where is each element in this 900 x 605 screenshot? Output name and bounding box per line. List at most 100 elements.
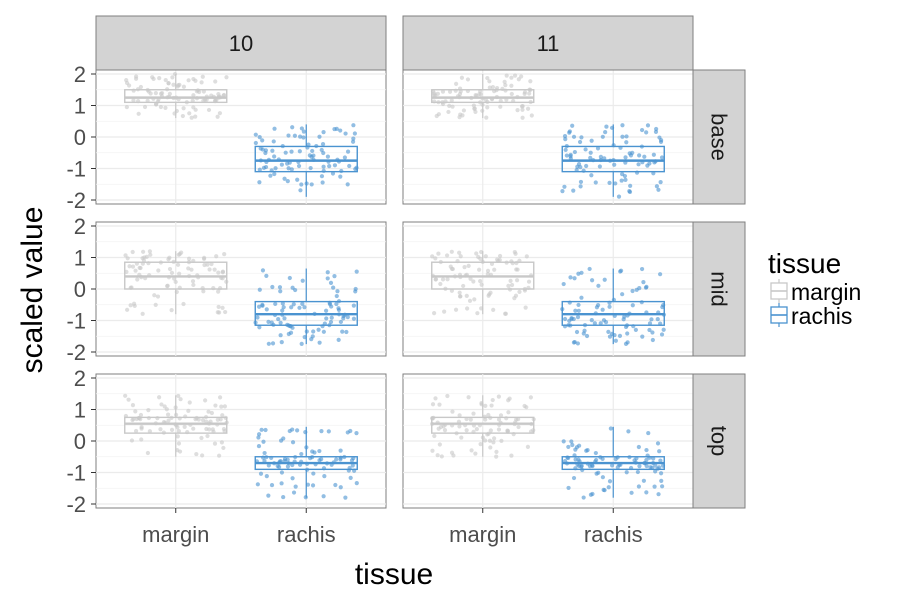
data-point-rachis <box>633 327 638 332</box>
data-point-rachis <box>641 280 646 285</box>
data-point-rachis <box>603 319 609 325</box>
data-point-rachis <box>348 475 353 480</box>
data-point-margin <box>449 249 454 254</box>
data-point-rachis <box>619 178 624 183</box>
data-point-margin <box>217 310 222 315</box>
data-point-rachis <box>561 439 566 444</box>
data-point-rachis <box>659 478 664 483</box>
data-point-margin <box>440 89 446 94</box>
data-point-margin <box>222 404 228 409</box>
data-point-margin <box>522 90 528 95</box>
data-point-margin <box>465 306 470 311</box>
data-point-rachis <box>310 483 316 488</box>
data-point-rachis <box>571 475 577 481</box>
data-point-margin <box>512 73 518 78</box>
data-point-rachis <box>295 428 300 433</box>
facet-label-row-top: top <box>707 426 732 457</box>
data-point-margin <box>220 305 225 310</box>
data-point-rachis <box>326 429 331 434</box>
data-point-rachis <box>576 271 581 276</box>
data-point-rachis <box>618 269 623 274</box>
data-point-margin <box>216 289 221 294</box>
data-point-margin <box>430 254 435 259</box>
data-point-margin <box>445 393 450 399</box>
facet-strip-row-base <box>692 69 746 205</box>
data-point-rachis <box>581 331 586 336</box>
data-point-margin <box>219 404 224 409</box>
data-point-margin <box>488 428 493 433</box>
data-point-margin <box>199 80 204 85</box>
data-point-margin <box>165 284 170 289</box>
data-point-rachis <box>650 337 655 343</box>
data-point-rachis <box>334 293 339 299</box>
panel-10-mid <box>95 221 387 357</box>
data-point-rachis <box>279 481 284 486</box>
data-point-margin <box>462 265 467 270</box>
data-point-margin <box>199 435 204 441</box>
data-point-margin <box>459 75 465 80</box>
data-point-rachis <box>260 147 265 152</box>
data-point-rachis <box>650 330 655 335</box>
data-point-margin <box>473 109 478 115</box>
data-point-rachis <box>338 128 343 133</box>
data-point-rachis <box>564 153 569 158</box>
data-point-rachis <box>256 432 262 437</box>
data-point-margin <box>437 402 442 407</box>
data-point-margin <box>515 267 520 272</box>
data-point-margin <box>435 91 440 96</box>
data-point-rachis <box>571 316 576 322</box>
data-point-margin <box>201 89 206 94</box>
legend-label-rachis: rachis <box>791 303 852 329</box>
data-point-rachis <box>659 138 664 143</box>
data-point-rachis <box>293 484 298 489</box>
data-point-margin <box>142 104 148 110</box>
data-point-margin <box>222 252 227 257</box>
data-point-rachis <box>257 325 262 330</box>
data-point-margin <box>186 266 191 271</box>
data-point-rachis <box>308 165 313 171</box>
data-point-margin <box>167 266 173 272</box>
data-point-rachis <box>584 448 589 453</box>
data-point-rachis <box>290 440 296 445</box>
data-point-margin <box>162 404 167 409</box>
data-point-rachis <box>627 188 632 194</box>
data-point-rachis <box>347 163 352 169</box>
data-point-rachis <box>652 484 657 489</box>
data-point-rachis <box>291 490 297 495</box>
data-point-rachis <box>323 308 329 313</box>
y-tick-label: 2 <box>74 62 86 87</box>
data-point-rachis <box>354 165 359 170</box>
data-point-rachis <box>331 285 336 290</box>
data-point-rachis <box>256 304 262 309</box>
data-point-rachis <box>281 436 286 441</box>
data-point-margin <box>485 268 491 273</box>
data-point-rachis <box>578 179 584 185</box>
data-point-rachis <box>568 152 573 157</box>
data-point-rachis <box>349 458 355 463</box>
data-point-margin <box>191 426 196 431</box>
data-point-rachis <box>655 317 660 322</box>
data-point-rachis <box>311 329 316 334</box>
data-point-margin <box>166 257 171 262</box>
data-point-margin <box>217 453 222 458</box>
data-point-margin <box>212 441 218 446</box>
data-point-rachis <box>348 428 353 434</box>
data-point-margin <box>139 437 144 442</box>
x-tick-label: rachis <box>584 522 643 547</box>
data-point-rachis <box>264 273 269 278</box>
data-point-rachis <box>575 341 580 346</box>
data-point-margin <box>152 293 157 298</box>
data-point-rachis <box>295 177 300 182</box>
data-point-margin <box>471 103 476 108</box>
data-point-rachis <box>571 188 576 193</box>
data-point-rachis <box>659 155 665 160</box>
data-point-rachis <box>620 134 625 139</box>
data-point-rachis <box>286 166 291 171</box>
data-point-rachis <box>589 173 594 178</box>
data-point-margin <box>133 428 139 434</box>
data-point-rachis <box>573 457 578 462</box>
data-point-rachis <box>574 445 580 450</box>
data-point-margin <box>450 266 455 272</box>
data-point-margin <box>221 445 226 451</box>
